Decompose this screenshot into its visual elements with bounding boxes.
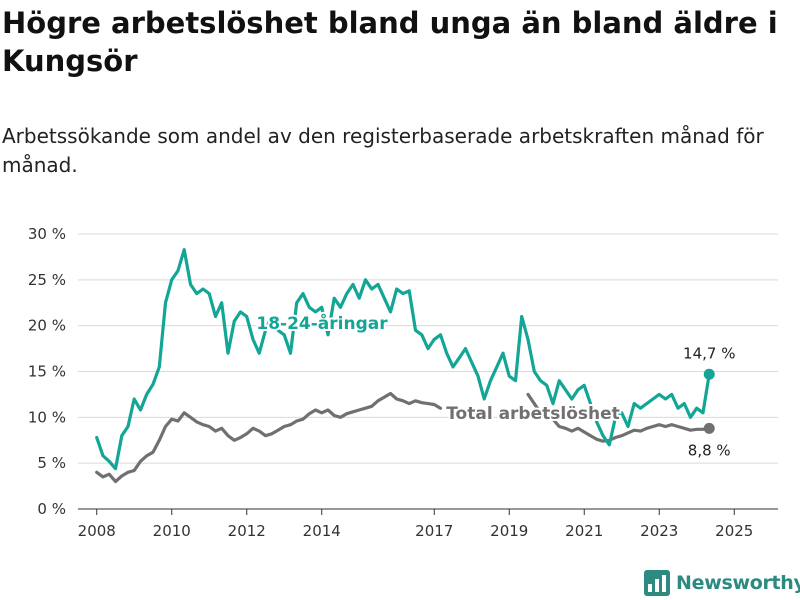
x-tick-label: 2025: [715, 522, 753, 540]
axis-layer: 0 % 5 % 10 % 15 % 20 % 25 % 30 % 2008 2010 2012 20…: [28, 225, 753, 540]
y-tick-label: 25 %: [28, 271, 66, 289]
chart-subtitle: Arbetssökande som andel av den registerb…: [2, 124, 764, 177]
brand-name: Newsworthy: [676, 572, 800, 594]
grid-layer: [78, 233, 778, 510]
end-value-label-youth: 14,7 %: [683, 344, 735, 362]
series-label-total: Total arbetslöshet: [446, 404, 620, 424]
series-label-youth: 18-24-åringar: [256, 312, 388, 334]
y-tick-label: 10 %: [28, 408, 66, 426]
series-line-total: [95, 391, 443, 484]
series-line-youth: [95, 248, 711, 471]
x-tick-label: 2023: [640, 522, 678, 540]
x-tick-label: 2017: [415, 522, 453, 540]
series-end-marker-total: [703, 422, 715, 434]
y-tick-label: 20 %: [28, 317, 66, 335]
x-tick-label: 2019: [490, 522, 528, 540]
chart-title: Högre arbetslöshet bland unga än bland ä…: [2, 6, 778, 78]
x-tick-label: 2021: [565, 522, 603, 540]
series-end-marker-youth: [703, 368, 715, 380]
y-tick-label: 5 %: [37, 454, 66, 472]
x-tick-label: 2010: [153, 522, 191, 540]
x-tick-label: 2008: [78, 522, 116, 540]
y-tick-label: 0 %: [37, 500, 66, 518]
series-layer: [95, 248, 715, 484]
x-tick-label: 2014: [303, 522, 341, 540]
end-value-label-total: 8,8 %: [688, 441, 731, 459]
y-tick-label: 15 %: [28, 363, 66, 381]
series-line-total-tail: [526, 392, 711, 443]
y-tick-label: 30 %: [28, 225, 66, 243]
label-layer: 14,7 % 8,8 % 18-24-åringar Total arbetslösh…: [254, 310, 735, 459]
brand-logo: Newsworthy: [644, 568, 800, 598]
x-tick-label: 2012: [228, 522, 266, 540]
bar-chart-icon: [644, 570, 670, 596]
